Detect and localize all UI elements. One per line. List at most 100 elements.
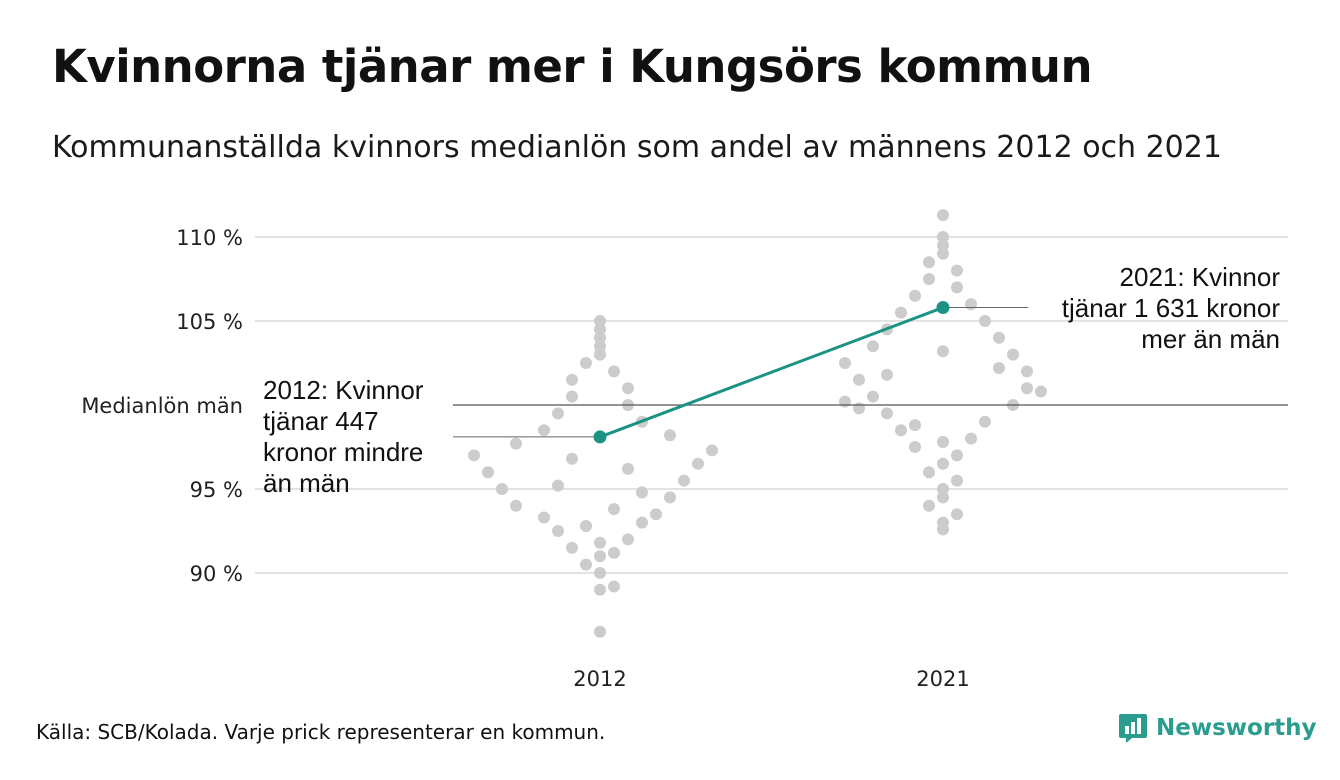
swarm-dot xyxy=(895,306,907,319)
swarm-dot xyxy=(594,331,606,344)
swarm-dot xyxy=(979,315,991,327)
swarm-dot xyxy=(594,567,606,579)
swarm-dot xyxy=(566,390,578,403)
swarm-dot xyxy=(965,298,977,311)
swarm-dot xyxy=(482,466,494,479)
swarm-dot xyxy=(923,256,935,269)
swarm-dot xyxy=(636,486,648,499)
newsworthy-logo-icon xyxy=(1119,714,1147,743)
swarm-dot xyxy=(594,340,606,353)
chart-title: Kvinnorna tjänar mer i Kungsörs kommun xyxy=(52,40,1093,93)
swarm-dot xyxy=(664,491,676,504)
swarm-dot xyxy=(895,424,907,437)
swarm-dot xyxy=(566,452,578,465)
swarm-dot xyxy=(566,541,578,554)
reference-line-label: Medianlön män xyxy=(81,394,243,418)
highlight-point-2021 xyxy=(936,301,950,315)
swarm-dot xyxy=(951,474,963,487)
swarm-dot xyxy=(937,483,949,495)
swarm-dot xyxy=(909,441,921,453)
swarm-dot xyxy=(937,435,949,448)
swarm-dot xyxy=(839,357,851,369)
swarm-dot xyxy=(951,508,963,521)
x-tick-label: 2021 xyxy=(916,667,969,691)
swarm-dot xyxy=(552,479,564,492)
swarm-dot xyxy=(622,462,634,475)
swarm-dot xyxy=(867,340,879,353)
swarm-dot xyxy=(937,231,949,243)
swarm-dot xyxy=(664,429,676,442)
swarm-dot xyxy=(881,407,893,420)
annotation-leaders xyxy=(453,307,1028,438)
swarm-dot xyxy=(853,402,865,415)
swarm-dot xyxy=(468,449,480,462)
swarm-dot xyxy=(552,407,564,420)
swarm-dot xyxy=(594,315,606,327)
swarm-dot xyxy=(580,558,592,571)
y-tick-label: 110 % xyxy=(176,226,243,250)
dot-swarm xyxy=(468,209,1047,638)
highlight-point-2012 xyxy=(593,430,607,444)
annotation-2021-line: mer än män xyxy=(1141,324,1280,354)
swarm-dot xyxy=(608,580,620,593)
swarm-dot xyxy=(1021,382,1033,395)
swarm-dot xyxy=(1021,365,1033,378)
axis-labels: 90 % 95 % 105 % 110 % Medianlön män 2012 2021 xyxy=(81,226,969,691)
swarm-dot xyxy=(979,415,991,428)
x-tick-label: 2012 xyxy=(573,667,626,691)
annotation-2012-line: kronor mindre xyxy=(263,437,423,467)
swarm-dot xyxy=(594,583,606,596)
swarm-dot xyxy=(580,357,592,369)
swarm-dot xyxy=(1035,385,1047,398)
swarm-dot xyxy=(1007,348,1019,361)
swarm-dot xyxy=(923,499,935,512)
swarm-dot xyxy=(608,503,620,516)
swarm-dot xyxy=(650,508,662,521)
y-tick-label: 95 % xyxy=(190,478,243,502)
swarm-dot xyxy=(993,331,1005,344)
annotation-2012-line: tjänar 447 xyxy=(263,406,379,436)
swarm-dot xyxy=(937,239,949,252)
swarm-dot xyxy=(636,516,648,529)
swarm-dot xyxy=(853,373,865,386)
swarm-dot xyxy=(594,536,606,549)
swarm-dot xyxy=(937,516,949,529)
highlight-line xyxy=(599,306,944,439)
swarm-dot xyxy=(937,247,949,260)
swarm-dot xyxy=(965,432,977,445)
swarm-dot xyxy=(909,419,921,432)
annotation-2012-line: 2012: Kvinnor xyxy=(263,375,424,405)
swarm-dot xyxy=(993,362,1005,375)
swarm-dot xyxy=(608,546,620,559)
swarm-dot xyxy=(594,323,606,336)
swarm-dot xyxy=(566,373,578,386)
swarm-dot xyxy=(937,345,949,358)
swarm-dot xyxy=(867,390,879,403)
swarm-dot xyxy=(496,483,508,495)
swarm-dot xyxy=(622,533,634,546)
swarm-dot xyxy=(622,382,634,395)
swarm-dot xyxy=(923,273,935,285)
annotation-2012: 2012: Kvinnor tjänar 447 kronor mindre än m… xyxy=(263,375,424,498)
swarm-dot xyxy=(909,289,921,302)
swarm-dot xyxy=(706,444,718,457)
swarm-dot xyxy=(510,437,522,450)
swarm-dot xyxy=(580,519,592,532)
swarm-dot xyxy=(881,368,893,381)
highlight-series xyxy=(593,301,950,444)
swarm-dot xyxy=(608,365,620,378)
swarm-dot xyxy=(937,209,949,222)
swarm-dot xyxy=(951,449,963,462)
swarm-dot xyxy=(538,511,550,524)
newsworthy-logo: Newsworthy xyxy=(1118,712,1317,744)
swarm-dot xyxy=(692,457,704,470)
swarm-dot xyxy=(937,457,949,470)
newsworthy-logo-text: Newsworthy xyxy=(1156,715,1317,741)
annotation-2021-line: tjänar 1 631 kronor xyxy=(1062,293,1281,323)
swarm-dot xyxy=(594,625,606,638)
swarm-dot xyxy=(552,525,564,537)
swarm-dot xyxy=(951,264,963,277)
swarm-dot xyxy=(839,395,851,408)
annotation-2021: 2021: Kvinnor tjänar 1 631 kronor mer än m… xyxy=(1062,262,1281,354)
chart-subtitle: Kommunanställda kvinnors medianlön som a… xyxy=(52,130,1222,165)
